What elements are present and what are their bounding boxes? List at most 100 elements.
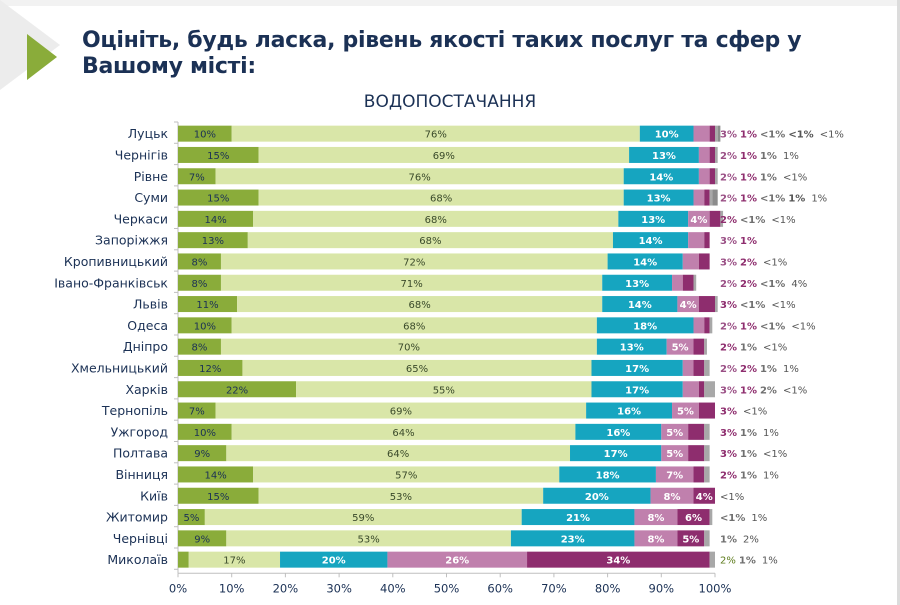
data-label: 3% (720, 300, 737, 311)
data-label: 10% (194, 130, 216, 141)
bar-segment-series-6 (709, 317, 713, 334)
bar-segment-series-3 (618, 210, 689, 227)
data-label: 8% (192, 279, 208, 290)
bar-segment-series-4 (693, 189, 705, 206)
data-label: 69% (390, 407, 412, 418)
bar-segment-series-1 (178, 189, 259, 206)
bar-segment-series-1 (178, 402, 216, 419)
data-label: 76% (409, 172, 431, 183)
bar-segment-series-1 (178, 530, 227, 547)
bar-segment-series-1 (178, 232, 248, 249)
bar-segment-series-4 (688, 232, 705, 249)
category-label: Ужгород (111, 424, 168, 439)
bar-segment-series-2 (247, 232, 613, 249)
bar-segment-series-3 (591, 381, 683, 398)
data-label: 26% (445, 556, 469, 567)
data-label: 7% (189, 172, 205, 183)
data-label: 76% (425, 130, 447, 141)
category-label: Тернопіль (101, 403, 168, 418)
outside-data-label: 2% (743, 534, 759, 545)
bar-segment-series-2 (242, 359, 592, 376)
bar-segment-series-4 (387, 551, 528, 568)
bar-segment-series-5 (698, 253, 710, 270)
data-label: 4% (680, 300, 697, 311)
outside-data-label: <1% (743, 407, 767, 418)
data-label: <1% (760, 321, 785, 332)
data-label: 20% (322, 556, 346, 567)
data-label: 2% (720, 343, 737, 354)
bar-segment-series-6 (709, 551, 715, 568)
x-tick-label: 10% (219, 581, 245, 595)
data-label: 1% (740, 343, 757, 354)
data-label: 2% (720, 194, 737, 205)
data-label: 68% (430, 194, 452, 205)
bar-segment-series-1 (178, 466, 254, 483)
bar-segment-series-3 (602, 274, 673, 291)
data-label: 53% (358, 534, 380, 545)
bar-segment-series-5 (527, 551, 710, 568)
data-label: 18% (596, 470, 620, 481)
bar-segment-series-3 (510, 530, 635, 547)
category-label: Харків (125, 382, 168, 397)
data-label: 2% (720, 321, 737, 332)
data-label: 3% (720, 130, 737, 141)
bar-segment-series-1 (178, 274, 221, 291)
bar-segment-series-2 (231, 317, 597, 334)
bar-segment-series-4 (693, 125, 710, 142)
data-label: 1% (760, 364, 777, 375)
data-label: 3% (720, 449, 737, 460)
bar-segment-series-5 (688, 423, 705, 440)
bar-segment-series-6 (704, 445, 710, 462)
data-label: 69% (433, 151, 455, 162)
x-tick-label: 70% (541, 581, 567, 595)
top-border (0, 0, 900, 6)
bar-segment-series-7 (712, 189, 718, 206)
outside-data-label: <1% (791, 321, 815, 332)
data-label: 13% (620, 343, 644, 354)
bar-segment-series-1 (178, 445, 227, 462)
bar-segment-series-1 (178, 551, 189, 568)
x-tick-label: 50% (434, 581, 460, 595)
data-label: 2% (740, 364, 757, 375)
page-title: Оцініть, будь ласка, рівень якості таких… (82, 28, 802, 79)
outside-data-label: <1% (763, 257, 787, 268)
data-label: 5% (666, 428, 683, 439)
bar-segment-series-3 (629, 146, 699, 163)
bar-segment-series-1 (178, 317, 232, 334)
x-tick-label: 80% (595, 581, 621, 595)
bar-segment-series-5 (698, 402, 715, 419)
data-label: 13% (202, 236, 224, 247)
x-tick-label: 0% (169, 581, 187, 595)
data-label: 9% (194, 449, 210, 460)
data-label: 13% (625, 279, 649, 290)
data-label: 23% (561, 534, 585, 545)
data-label: 65% (406, 364, 428, 375)
data-label: 5% (183, 513, 199, 524)
bar-segment-series-3 (570, 445, 662, 462)
bar-segment-series-3 (280, 551, 388, 568)
bar-segment-series-4 (693, 317, 705, 334)
category-label: Запоріжжя (95, 233, 168, 248)
data-label: 9% (194, 534, 210, 545)
bar-segment-series-6 (704, 338, 707, 355)
bar-segment-series-5 (709, 210, 721, 227)
bar-segment-series-6 (720, 210, 724, 227)
bar-segment-series-3 (543, 487, 651, 504)
category-label: Черкаси (114, 211, 168, 226)
bar-segment-series-2 (253, 466, 560, 483)
category-label: Дніпро (123, 339, 168, 354)
data-label: 7% (189, 407, 205, 418)
bar-segment-series-3 (559, 466, 656, 483)
data-label: 5% (666, 449, 683, 460)
data-label: 21% (566, 513, 590, 524)
data-label: 1% (740, 172, 757, 183)
bar-segment-series-3 (586, 402, 673, 419)
bar-segment-series-2 (226, 445, 571, 462)
data-label: 1% (788, 194, 805, 205)
data-label: 10% (655, 130, 679, 141)
data-label: 1% (740, 470, 757, 481)
bar-segment-series-2 (237, 296, 603, 313)
bar-segment-series-1 (178, 125, 232, 142)
data-label: 14% (639, 236, 663, 247)
outside-data-label: 1% (783, 151, 799, 162)
